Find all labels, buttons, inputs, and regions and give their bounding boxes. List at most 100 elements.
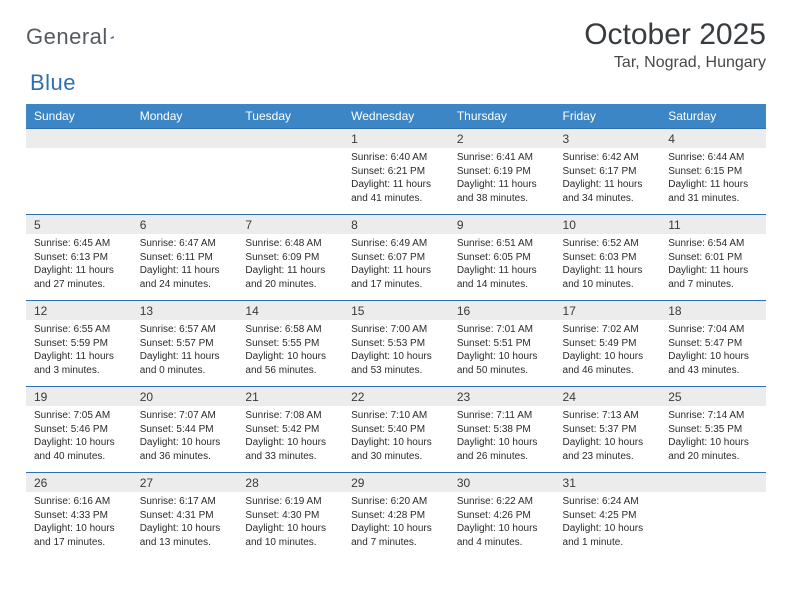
- calendar-body: 1Sunrise: 6:40 AMSunset: 6:21 PMDaylight…: [26, 129, 766, 559]
- col-head: Tuesday: [237, 104, 343, 129]
- day-cell: 28Sunrise: 6:19 AMSunset: 4:30 PMDayligh…: [237, 473, 343, 559]
- day-number: 27: [132, 473, 238, 492]
- day-details: [132, 148, 238, 210]
- day-cell: 1Sunrise: 6:40 AMSunset: 6:21 PMDaylight…: [343, 129, 449, 215]
- brand-word2: Blue: [30, 70, 76, 96]
- day-details: Sunrise: 6:16 AMSunset: 4:33 PMDaylight:…: [26, 492, 132, 555]
- day-cell: [237, 129, 343, 215]
- col-head: Sunday: [26, 104, 132, 129]
- day-number: 9: [449, 215, 555, 234]
- day-number: 12: [26, 301, 132, 320]
- day-cell: 26Sunrise: 6:16 AMSunset: 4:33 PMDayligh…: [26, 473, 132, 559]
- day-details: Sunrise: 6:58 AMSunset: 5:55 PMDaylight:…: [237, 320, 343, 383]
- day-details: Sunrise: 6:40 AMSunset: 6:21 PMDaylight:…: [343, 148, 449, 211]
- day-cell: 14Sunrise: 6:58 AMSunset: 5:55 PMDayligh…: [237, 301, 343, 387]
- day-cell: [26, 129, 132, 215]
- day-number: 1: [343, 129, 449, 148]
- day-number: 10: [555, 215, 661, 234]
- day-cell: 2Sunrise: 6:41 AMSunset: 6:19 PMDaylight…: [449, 129, 555, 215]
- day-number: 5: [26, 215, 132, 234]
- day-details: Sunrise: 7:01 AMSunset: 5:51 PMDaylight:…: [449, 320, 555, 383]
- day-cell: 18Sunrise: 7:04 AMSunset: 5:47 PMDayligh…: [660, 301, 766, 387]
- day-number: 25: [660, 387, 766, 406]
- day-cell: 25Sunrise: 7:14 AMSunset: 5:35 PMDayligh…: [660, 387, 766, 473]
- day-cell: 5Sunrise: 6:45 AMSunset: 6:13 PMDaylight…: [26, 215, 132, 301]
- day-cell: 24Sunrise: 7:13 AMSunset: 5:37 PMDayligh…: [555, 387, 661, 473]
- week-row: 5Sunrise: 6:45 AMSunset: 6:13 PMDaylight…: [26, 215, 766, 301]
- day-number: 23: [449, 387, 555, 406]
- day-number: 21: [237, 387, 343, 406]
- day-number: 30: [449, 473, 555, 492]
- day-number: 24: [555, 387, 661, 406]
- day-number: [26, 129, 132, 148]
- col-head: Wednesday: [343, 104, 449, 129]
- day-number: [132, 129, 238, 148]
- day-number: 29: [343, 473, 449, 492]
- day-cell: 30Sunrise: 6:22 AMSunset: 4:26 PMDayligh…: [449, 473, 555, 559]
- week-row: 26Sunrise: 6:16 AMSunset: 4:33 PMDayligh…: [26, 473, 766, 559]
- day-number: 20: [132, 387, 238, 406]
- col-head: Thursday: [449, 104, 555, 129]
- day-details: Sunrise: 6:44 AMSunset: 6:15 PMDaylight:…: [660, 148, 766, 211]
- day-number: 31: [555, 473, 661, 492]
- week-row: 12Sunrise: 6:55 AMSunset: 5:59 PMDayligh…: [26, 301, 766, 387]
- day-details: Sunrise: 6:42 AMSunset: 6:17 PMDaylight:…: [555, 148, 661, 211]
- day-cell: 13Sunrise: 6:57 AMSunset: 5:57 PMDayligh…: [132, 301, 238, 387]
- day-details: Sunrise: 7:00 AMSunset: 5:53 PMDaylight:…: [343, 320, 449, 383]
- day-cell: 20Sunrise: 7:07 AMSunset: 5:44 PMDayligh…: [132, 387, 238, 473]
- day-details: Sunrise: 6:41 AMSunset: 6:19 PMDaylight:…: [449, 148, 555, 211]
- day-cell: 22Sunrise: 7:10 AMSunset: 5:40 PMDayligh…: [343, 387, 449, 473]
- day-details: Sunrise: 6:20 AMSunset: 4:28 PMDaylight:…: [343, 492, 449, 555]
- day-details: [237, 148, 343, 210]
- day-number: 19: [26, 387, 132, 406]
- month-title: October 2025: [584, 18, 766, 52]
- day-cell: 29Sunrise: 6:20 AMSunset: 4:28 PMDayligh…: [343, 473, 449, 559]
- day-details: Sunrise: 7:13 AMSunset: 5:37 PMDaylight:…: [555, 406, 661, 469]
- calendar-table: Sunday Monday Tuesday Wednesday Thursday…: [26, 104, 766, 559]
- day-details: Sunrise: 6:52 AMSunset: 6:03 PMDaylight:…: [555, 234, 661, 297]
- day-number: 7: [237, 215, 343, 234]
- brand-triangle-icon: [110, 28, 114, 46]
- day-details: Sunrise: 7:08 AMSunset: 5:42 PMDaylight:…: [237, 406, 343, 469]
- day-number: [237, 129, 343, 148]
- day-cell: 17Sunrise: 7:02 AMSunset: 5:49 PMDayligh…: [555, 301, 661, 387]
- calendar-page: General October 2025 Tar, Nograd, Hungar…: [0, 0, 792, 573]
- col-head: Friday: [555, 104, 661, 129]
- day-details: Sunrise: 6:55 AMSunset: 5:59 PMDaylight:…: [26, 320, 132, 383]
- day-number: 16: [449, 301, 555, 320]
- day-cell: 10Sunrise: 6:52 AMSunset: 6:03 PMDayligh…: [555, 215, 661, 301]
- day-number: 13: [132, 301, 238, 320]
- day-details: Sunrise: 7:11 AMSunset: 5:38 PMDaylight:…: [449, 406, 555, 469]
- day-cell: 9Sunrise: 6:51 AMSunset: 6:05 PMDaylight…: [449, 215, 555, 301]
- day-number: [660, 473, 766, 492]
- day-cell: 23Sunrise: 7:11 AMSunset: 5:38 PMDayligh…: [449, 387, 555, 473]
- day-details: Sunrise: 7:07 AMSunset: 5:44 PMDaylight:…: [132, 406, 238, 469]
- day-details: Sunrise: 6:54 AMSunset: 6:01 PMDaylight:…: [660, 234, 766, 297]
- day-details: [660, 492, 766, 554]
- day-number: 14: [237, 301, 343, 320]
- day-cell: 21Sunrise: 7:08 AMSunset: 5:42 PMDayligh…: [237, 387, 343, 473]
- title-block: October 2025 Tar, Nograd, Hungary: [584, 18, 766, 72]
- week-row: 19Sunrise: 7:05 AMSunset: 5:46 PMDayligh…: [26, 387, 766, 473]
- day-cell: 6Sunrise: 6:47 AMSunset: 6:11 PMDaylight…: [132, 215, 238, 301]
- day-details: Sunrise: 6:57 AMSunset: 5:57 PMDaylight:…: [132, 320, 238, 383]
- day-number: 6: [132, 215, 238, 234]
- day-details: Sunrise: 6:17 AMSunset: 4:31 PMDaylight:…: [132, 492, 238, 555]
- col-head: Saturday: [660, 104, 766, 129]
- day-details: Sunrise: 7:04 AMSunset: 5:47 PMDaylight:…: [660, 320, 766, 383]
- day-cell: 3Sunrise: 6:42 AMSunset: 6:17 PMDaylight…: [555, 129, 661, 215]
- week-row: 1Sunrise: 6:40 AMSunset: 6:21 PMDaylight…: [26, 129, 766, 215]
- day-number: 3: [555, 129, 661, 148]
- day-details: Sunrise: 6:22 AMSunset: 4:26 PMDaylight:…: [449, 492, 555, 555]
- col-head: Monday: [132, 104, 238, 129]
- day-details: Sunrise: 7:02 AMSunset: 5:49 PMDaylight:…: [555, 320, 661, 383]
- day-cell: 27Sunrise: 6:17 AMSunset: 4:31 PMDayligh…: [132, 473, 238, 559]
- day-number: 22: [343, 387, 449, 406]
- day-number: 11: [660, 215, 766, 234]
- day-cell: [132, 129, 238, 215]
- day-cell: 8Sunrise: 6:49 AMSunset: 6:07 PMDaylight…: [343, 215, 449, 301]
- day-details: Sunrise: 6:19 AMSunset: 4:30 PMDaylight:…: [237, 492, 343, 555]
- day-details: Sunrise: 6:51 AMSunset: 6:05 PMDaylight:…: [449, 234, 555, 297]
- day-details: Sunrise: 6:45 AMSunset: 6:13 PMDaylight:…: [26, 234, 132, 297]
- day-cell: 12Sunrise: 6:55 AMSunset: 5:59 PMDayligh…: [26, 301, 132, 387]
